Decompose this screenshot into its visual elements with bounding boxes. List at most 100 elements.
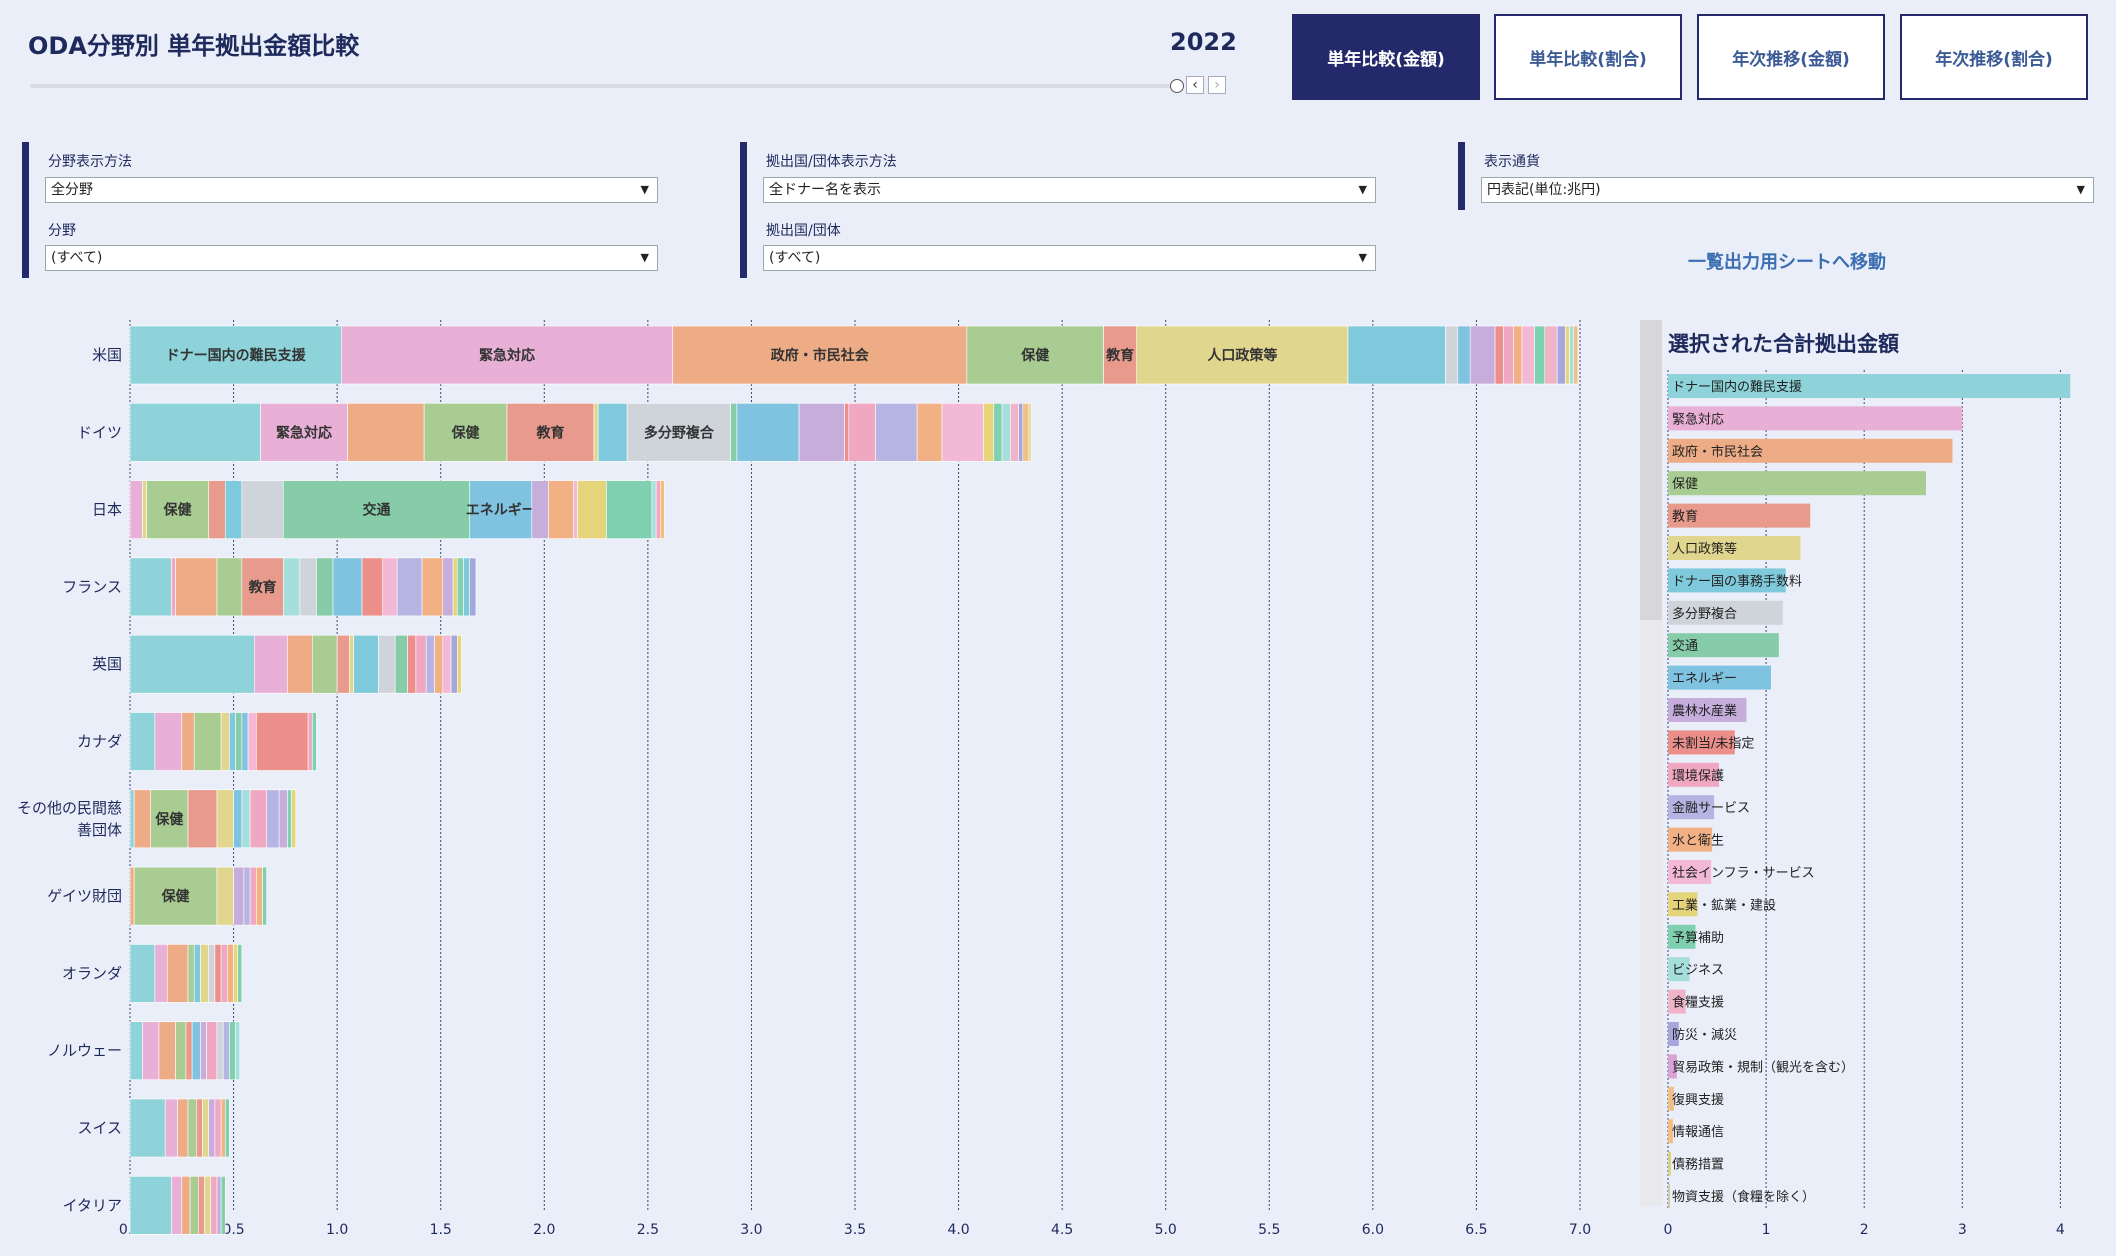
- total-bar[interactable]: [1668, 503, 1811, 528]
- bar-segment[interactable]: [1544, 325, 1558, 385]
- bar-segment[interactable]: [506, 403, 595, 462]
- bar-segment[interactable]: [262, 866, 268, 926]
- bar-segment[interactable]: [311, 712, 317, 771]
- bar-segment[interactable]: [256, 712, 309, 771]
- total-bar[interactable]: [1668, 471, 1926, 496]
- bar-segment[interactable]: [229, 712, 236, 771]
- bar-segment[interactable]: [1494, 325, 1504, 385]
- bar-segment[interactable]: [730, 403, 738, 462]
- bar-segment[interactable]: [844, 403, 850, 462]
- bar-segment[interactable]: [469, 557, 477, 617]
- bar-segment[interactable]: [266, 789, 280, 849]
- bar-segment[interactable]: [278, 789, 288, 849]
- bar-segment[interactable]: [463, 557, 471, 617]
- bar-segment[interactable]: [229, 1021, 236, 1081]
- bar-segment[interactable]: [361, 557, 384, 617]
- field-select[interactable]: (すべて) ▼: [45, 245, 658, 271]
- bar-segment[interactable]: [241, 789, 251, 849]
- bar-segment[interactable]: [531, 480, 549, 539]
- bar-segment[interactable]: [332, 557, 363, 617]
- bar-segment[interactable]: [177, 1098, 189, 1158]
- bar-segment[interactable]: [336, 634, 350, 694]
- bar-segment[interactable]: [142, 1021, 160, 1081]
- bar-segment[interactable]: [241, 557, 284, 617]
- bar-segment[interactable]: [227, 944, 234, 1003]
- bar-segment[interactable]: [133, 866, 218, 926]
- bar-segment[interactable]: [204, 1175, 212, 1235]
- bar-segment[interactable]: [247, 712, 257, 771]
- bar-segment[interactable]: [287, 634, 313, 694]
- bar-segment[interactable]: [185, 1021, 193, 1081]
- bar-segment[interactable]: [1445, 325, 1459, 385]
- bar-segment[interactable]: [626, 403, 732, 462]
- scrollbar-thumb[interactable]: [1640, 320, 1662, 620]
- bar-segment[interactable]: [1022, 403, 1030, 462]
- bar-segment[interactable]: [875, 403, 918, 462]
- next-year-button[interactable]: ›: [1208, 76, 1226, 94]
- bar-segment[interactable]: [166, 944, 189, 1003]
- total-bar[interactable]: [1668, 1184, 1670, 1208]
- bar-segment[interactable]: [129, 403, 261, 462]
- bar-segment[interactable]: [187, 789, 218, 849]
- bar-segment[interactable]: [256, 866, 263, 926]
- bar-segment[interactable]: [220, 1098, 226, 1158]
- total-bar[interactable]: [1668, 568, 1786, 593]
- bar-segment[interactable]: [415, 634, 427, 694]
- bar-segment[interactable]: [249, 866, 257, 926]
- bar-segment[interactable]: [425, 634, 435, 694]
- bar-segment[interactable]: [1018, 403, 1024, 462]
- bar-segment[interactable]: [195, 1098, 203, 1158]
- bar-segment[interactable]: [798, 403, 845, 462]
- bar-segment[interactable]: [129, 789, 135, 849]
- bar-segment[interactable]: [200, 944, 210, 1003]
- bar-segment[interactable]: [736, 403, 800, 462]
- bar-segment[interactable]: [158, 1021, 176, 1081]
- bar-segment[interactable]: [1565, 325, 1570, 385]
- bar-segment[interactable]: [129, 1021, 143, 1081]
- bar-segment[interactable]: [198, 1175, 205, 1235]
- bar-segment[interactable]: [469, 480, 533, 539]
- total-bar[interactable]: [1668, 730, 1735, 755]
- total-bar[interactable]: [1668, 1054, 1677, 1079]
- bar-segment[interactable]: [1001, 403, 1011, 462]
- total-bar[interactable]: [1668, 1119, 1673, 1144]
- bar-segment[interactable]: [206, 1021, 218, 1081]
- bar-segment[interactable]: [142, 480, 147, 539]
- bar-segment[interactable]: [572, 480, 578, 539]
- bar-segment[interactable]: [164, 1098, 178, 1158]
- bar-segment[interactable]: [597, 403, 628, 462]
- bar-segment[interactable]: [237, 944, 243, 1003]
- bar-segment[interactable]: [260, 403, 348, 462]
- bar-segment[interactable]: [396, 557, 423, 617]
- bar-segment[interactable]: [316, 557, 334, 617]
- bar-segment[interactable]: [171, 1175, 183, 1235]
- bar-segment[interactable]: [233, 866, 245, 926]
- total-bar[interactable]: [1668, 536, 1801, 560]
- prev-year-button[interactable]: ‹: [1186, 76, 1204, 94]
- bar-segment[interactable]: [175, 557, 218, 617]
- bar-segment[interactable]: [193, 712, 222, 771]
- bar-segment[interactable]: [241, 712, 249, 771]
- bar-segment[interactable]: [193, 944, 201, 1003]
- bar-segment[interactable]: [214, 944, 222, 1003]
- bar-segment[interactable]: [187, 944, 195, 1003]
- bar-segment[interactable]: [394, 634, 408, 694]
- bar-segment[interactable]: [655, 480, 661, 539]
- tab-single-year-ratio[interactable]: 単年比較(割合): [1494, 14, 1682, 100]
- bar-segment[interactable]: [129, 712, 156, 771]
- bar-segment[interactable]: [253, 634, 288, 694]
- bar-segment[interactable]: [1469, 325, 1496, 385]
- bar-segment[interactable]: [200, 1021, 207, 1081]
- bar-segment[interactable]: [311, 634, 338, 694]
- bar-segment[interactable]: [916, 403, 943, 462]
- bar-segment[interactable]: [442, 634, 452, 694]
- bar-segment[interactable]: [1521, 325, 1535, 385]
- bar-segment[interactable]: [181, 1175, 191, 1235]
- bar-segment[interactable]: [378, 634, 396, 694]
- bar-segment[interactable]: [220, 1175, 226, 1235]
- total-bar[interactable]: [1668, 1151, 1671, 1176]
- bar-segment[interactable]: [442, 557, 454, 617]
- bar-segment[interactable]: [1347, 325, 1446, 385]
- tab-single-year-amount[interactable]: 単年比較(金額): [1292, 14, 1480, 100]
- bar-segment[interactable]: [235, 712, 243, 771]
